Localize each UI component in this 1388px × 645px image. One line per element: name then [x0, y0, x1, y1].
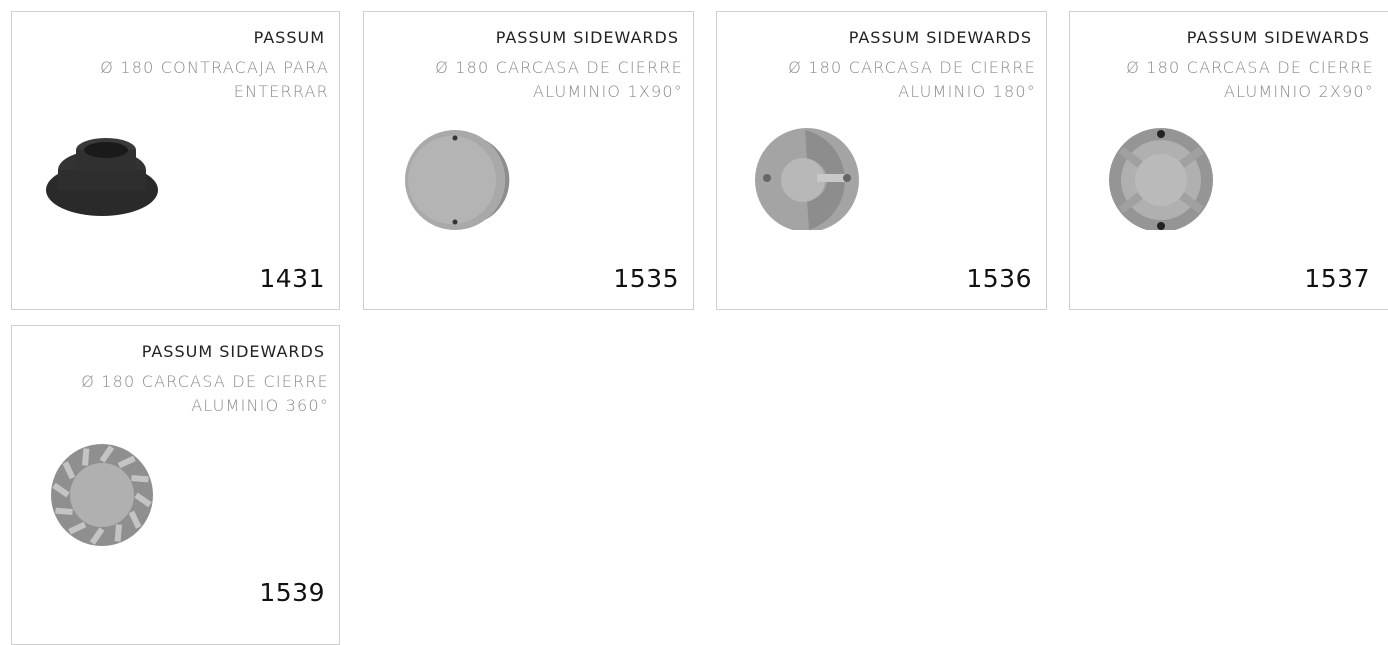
product-image	[747, 120, 877, 230]
product-image	[1106, 120, 1236, 230]
desc-line: Ø 180 CARCASA DE CIERRE	[1126, 56, 1374, 80]
product-title: PASSUM SIDEWARDS	[849, 28, 1032, 47]
product-image	[42, 120, 172, 230]
desc-line: ALUMINIO 2X90°	[1126, 80, 1374, 104]
product-code: 1537	[1304, 264, 1370, 293]
product-card[interactable]: PASSUM SIDEWARDS Ø 180 CARCASA DE CIERRE…	[716, 11, 1047, 310]
product-code: 1536	[966, 264, 1032, 293]
product-card[interactable]: PASSUM SIDEWARDS Ø 180 CARCASA DE CIERRE…	[11, 325, 340, 645]
product-title: PASSUM SIDEWARDS	[496, 28, 679, 47]
desc-line: ALUMINIO 360°	[81, 394, 329, 418]
desc-line: Ø 180 CONTRACAJA PARA	[100, 56, 329, 80]
product-card[interactable]: PASSUM SIDEWARDS Ø 180 CARCASA DE CIERRE…	[1069, 11, 1388, 310]
desc-line: Ø 180 CARCASA DE CIERRE	[788, 56, 1036, 80]
product-code: 1539	[259, 578, 325, 607]
desc-line: Ø 180 CARCASA DE CIERRE	[435, 56, 683, 80]
product-image	[42, 438, 172, 548]
product-card[interactable]: PASSUM SIDEWARDS Ø 180 CARCASA DE CIERRE…	[363, 11, 694, 310]
product-title: PASSUM	[254, 28, 325, 47]
desc-line: ENTERRAR	[100, 80, 329, 104]
product-title: PASSUM SIDEWARDS	[142, 342, 325, 361]
product-title: PASSUM SIDEWARDS	[1187, 28, 1370, 47]
product-code: 1535	[613, 264, 679, 293]
product-code: 1431	[259, 264, 325, 293]
desc-line: ALUMINIO 1X90°	[435, 80, 683, 104]
product-image	[394, 120, 524, 230]
desc-line: ALUMINIO 180°	[788, 80, 1036, 104]
desc-line: Ø 180 CARCASA DE CIERRE	[81, 370, 329, 394]
